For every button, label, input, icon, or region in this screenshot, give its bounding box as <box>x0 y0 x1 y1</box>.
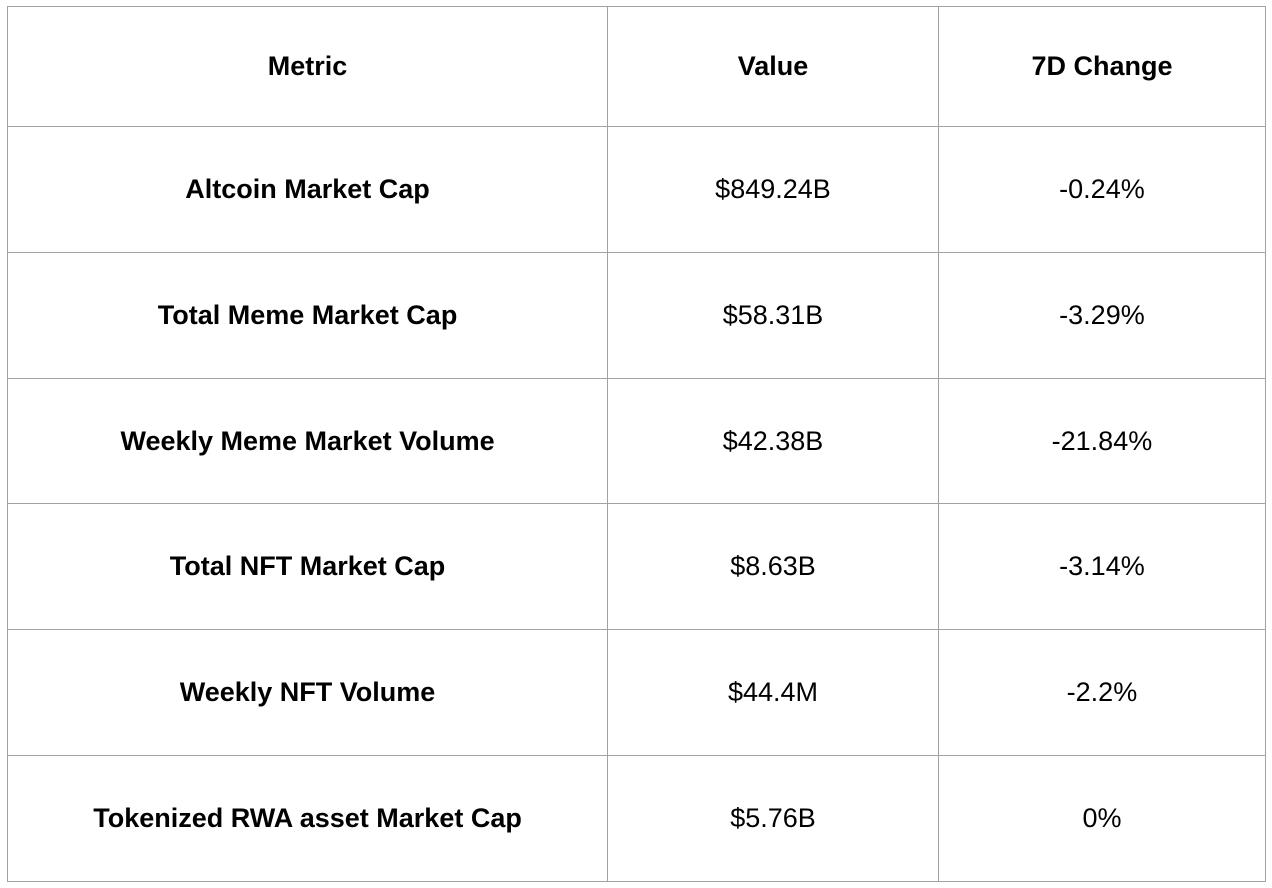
metric-name: Tokenized RWA asset Market Cap <box>6 755 609 882</box>
table-row: Weekly Meme Market Volume $42.38B -21.84… <box>6 377 1267 505</box>
metric-name: Altcoin Market Cap <box>6 126 609 253</box>
metric-name: Weekly NFT Volume <box>6 629 609 757</box>
metric-7d-change: -3.29% <box>937 251 1267 379</box>
header-row: Metric Value 7D Change <box>6 6 1267 127</box>
column-header-value: Value <box>607 6 939 127</box>
crypto-metrics-table: Metric Value 7D Change Altcoin Market Ca… <box>6 6 1267 882</box>
metric-name: Total NFT Market Cap <box>6 503 609 631</box>
table-row: Tokenized RWA asset Market Cap $5.76B 0% <box>6 755 1267 882</box>
table-row: Altcoin Market Cap $849.24B -0.24% <box>6 126 1267 253</box>
metric-7d-change: -21.84% <box>937 377 1267 505</box>
column-header-7d-change: 7D Change <box>937 6 1267 127</box>
table-row: Total Meme Market Cap $58.31B -3.29% <box>6 251 1267 379</box>
metric-7d-change: 0% <box>937 755 1267 882</box>
metric-7d-change: -0.24% <box>937 126 1267 253</box>
metric-name: Total Meme Market Cap <box>6 251 609 379</box>
metric-7d-change: -3.14% <box>937 503 1267 631</box>
metric-value: $58.31B <box>607 251 939 379</box>
metric-value: $8.63B <box>607 503 939 631</box>
column-header-metric: Metric <box>6 6 609 127</box>
metric-value: $849.24B <box>607 126 939 253</box>
table-row: Total NFT Market Cap $8.63B -3.14% <box>6 503 1267 631</box>
metric-value: $42.38B <box>607 377 939 505</box>
metric-name: Weekly Meme Market Volume <box>6 377 609 505</box>
table-row: Weekly NFT Volume $44.4M -2.2% <box>6 629 1267 757</box>
metric-7d-change: -2.2% <box>937 629 1267 757</box>
metric-value: $44.4M <box>607 629 939 757</box>
metric-value: $5.76B <box>607 755 939 882</box>
